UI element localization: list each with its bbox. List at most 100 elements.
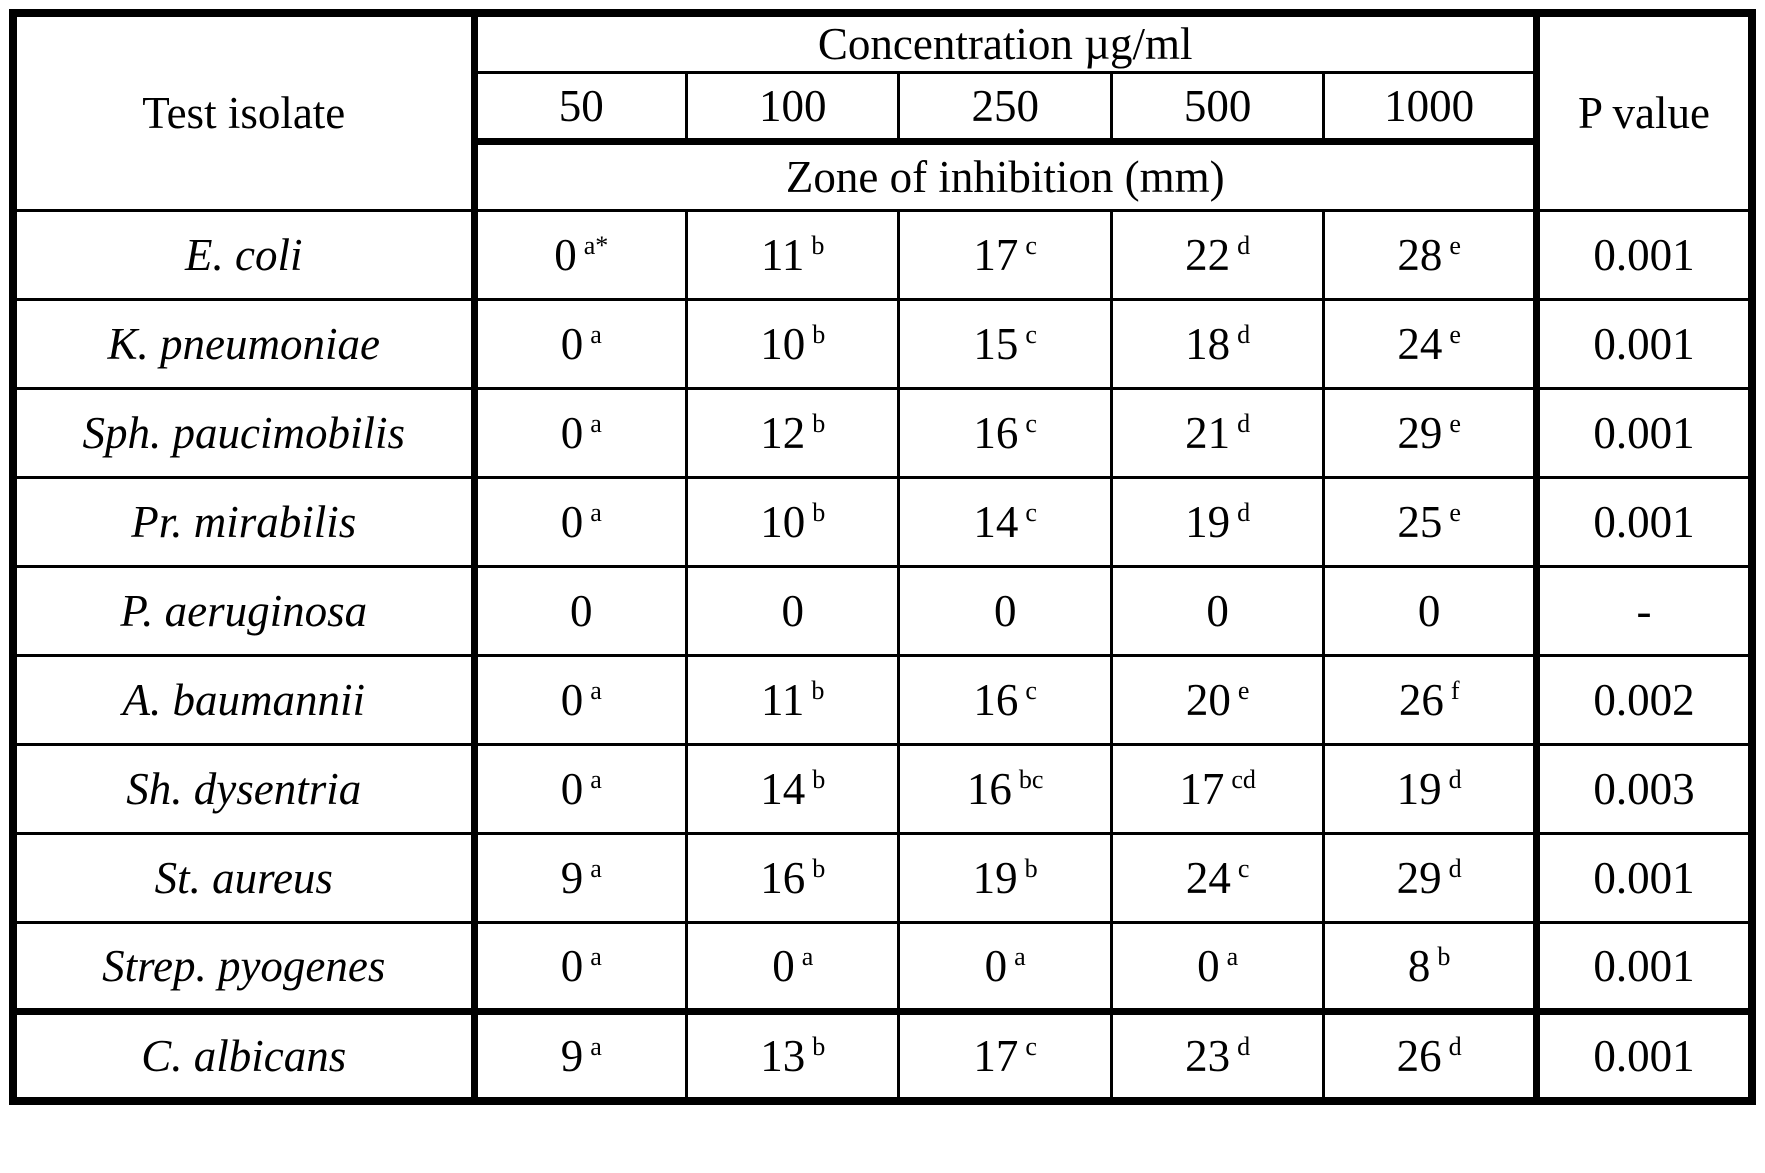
table-row: K. pneumoniae 0 a 10 b 15 c 18 d 24 e 0.001	[11, 298, 1754, 390]
p-value-cell: 0.001	[1532, 209, 1754, 301]
zone-value: 17	[1179, 764, 1225, 814]
zone-value: 9	[560, 853, 584, 903]
zone-value-cell: 11 b	[684, 654, 901, 746]
isolate-name: Sh. dysentria	[11, 743, 478, 835]
isolate-name: P. aeruginosa	[11, 565, 478, 657]
significance-superscript: b	[812, 764, 826, 794]
significance-superscript: b	[1024, 853, 1038, 883]
zone-value-cell: 17 c	[897, 209, 1113, 301]
zone-value: 14	[973, 497, 1019, 547]
col-header-conc-500: 500	[1109, 71, 1326, 145]
zone-value: 20	[1185, 675, 1231, 725]
col-header-test-isolate: Test isolate	[11, 11, 478, 212]
zone-value-cell: 24 e	[1322, 298, 1538, 390]
zone-value: 18	[1185, 319, 1231, 369]
zone-value-cell: 24 c	[1109, 832, 1326, 924]
significance-superscript: c	[1025, 675, 1037, 705]
significance-superscript: a	[590, 1031, 602, 1061]
significance-superscript: e	[1449, 497, 1461, 527]
col-header-conc-1000: 1000	[1322, 71, 1538, 145]
col-header-zone-of-inhibition: Zone of inhibition (mm)	[472, 140, 1538, 212]
significance-superscript: b	[1437, 941, 1451, 971]
zone-value: 8	[1407, 941, 1431, 991]
table-body: E. coli 0 a* 11 b 17 c 22 d 28 e 0.001 K. pneumoniae…	[11, 209, 1754, 1102]
table-row: C. albicans 9 a 13 b 17 c 23 d 26 d 0.001	[11, 1008, 1754, 1102]
significance-superscript: c	[1025, 319, 1037, 349]
significance-superscript: b	[812, 853, 826, 883]
zone-value: 0	[781, 586, 804, 636]
zone-value: 9	[560, 1030, 584, 1081]
zone-value: 0	[560, 319, 584, 369]
zone-value: 0	[560, 941, 584, 991]
significance-superscript: a	[590, 764, 602, 794]
zone-value: 24	[1397, 319, 1443, 369]
zone-value-cell: 17 c	[897, 1008, 1113, 1102]
zone-value-cell: 19 d	[1322, 743, 1538, 835]
isolate-name: Sph. paucimobilis	[11, 387, 478, 479]
col-header-concentration: Concentration µg/ml	[472, 11, 1538, 74]
zone-value-cell: 22 d	[1109, 209, 1326, 301]
zone-value-cell: 13 b	[684, 1008, 901, 1102]
zone-value-cell: 10 b	[684, 298, 901, 390]
p-value-cell: 0.002	[1532, 654, 1754, 746]
table-row: A. baumannii 0 a 11 b 16 c 20 e 26 f 0.002	[11, 654, 1754, 746]
zone-value: 13	[760, 1030, 806, 1081]
significance-superscript: c	[1025, 497, 1037, 527]
zone-value-cell: 0 a*	[472, 209, 689, 301]
zone-value: 19	[1396, 764, 1442, 814]
zone-value: 10	[760, 319, 806, 369]
zone-value: 0	[993, 586, 1017, 636]
zone-value: 26	[1398, 675, 1444, 725]
zone-value-cell: 0	[684, 565, 901, 657]
zone-value-cell: 0	[897, 565, 1113, 657]
zone-value: 0	[560, 497, 584, 547]
significance-superscript: bc	[1018, 764, 1044, 794]
isolate-name: C. albicans	[11, 1008, 478, 1102]
zone-value: 19	[1185, 497, 1231, 547]
significance-superscript: e	[1449, 319, 1461, 349]
zone-value-cell: 17 cd	[1109, 743, 1326, 835]
significance-superscript: a	[590, 319, 602, 349]
zone-value: 11	[761, 675, 805, 725]
significance-superscript: c	[1237, 853, 1250, 883]
p-value-cell: 0.001	[1532, 921, 1754, 1013]
zone-value: 21	[1185, 408, 1231, 458]
zone-value-cell: 0	[1322, 565, 1538, 657]
zone-value: 0	[560, 675, 584, 725]
col-header-conc-250: 250	[897, 71, 1113, 145]
significance-superscript: d	[1448, 853, 1462, 883]
table-row: Sh. dysentria 0 a 14 b 16 bc 17 cd 19 d 0.003	[11, 743, 1754, 835]
significance-superscript: f	[1450, 675, 1460, 705]
zone-value-cell: 26 d	[1322, 1008, 1538, 1102]
zone-value: 25	[1397, 497, 1443, 547]
zone-value: 22	[1185, 230, 1231, 280]
isolate-name: K. pneumoniae	[11, 298, 478, 390]
zone-value-cell: 15 c	[897, 298, 1113, 390]
isolate-name: E. coli	[11, 209, 478, 301]
zone-value: 0	[772, 941, 795, 991]
significance-superscript: a	[590, 408, 602, 438]
zone-value: 14	[760, 764, 806, 814]
table-row: St. aureus 9 a 16 b 19 b 24 c 29 d 0.001	[11, 832, 1754, 924]
significance-superscript: b	[812, 319, 826, 349]
significance-superscript: d	[1448, 1031, 1462, 1061]
zone-value-cell: 26 f	[1322, 654, 1538, 746]
zone-value: 0	[554, 230, 577, 280]
significance-superscript: d	[1237, 408, 1251, 438]
zone-value: 11	[761, 230, 805, 280]
table-row: P. aeruginosa 0 0 0 0 0 -	[11, 565, 1754, 657]
zone-value: 24	[1185, 853, 1231, 903]
zone-value-cell: 25 e	[1322, 476, 1538, 568]
col-header-p-value: P value	[1532, 11, 1754, 212]
significance-superscript: d	[1237, 319, 1251, 349]
significance-superscript: a	[1226, 941, 1239, 971]
p-value-cell: 0.001	[1532, 298, 1754, 390]
zone-value: 17	[973, 230, 1019, 280]
